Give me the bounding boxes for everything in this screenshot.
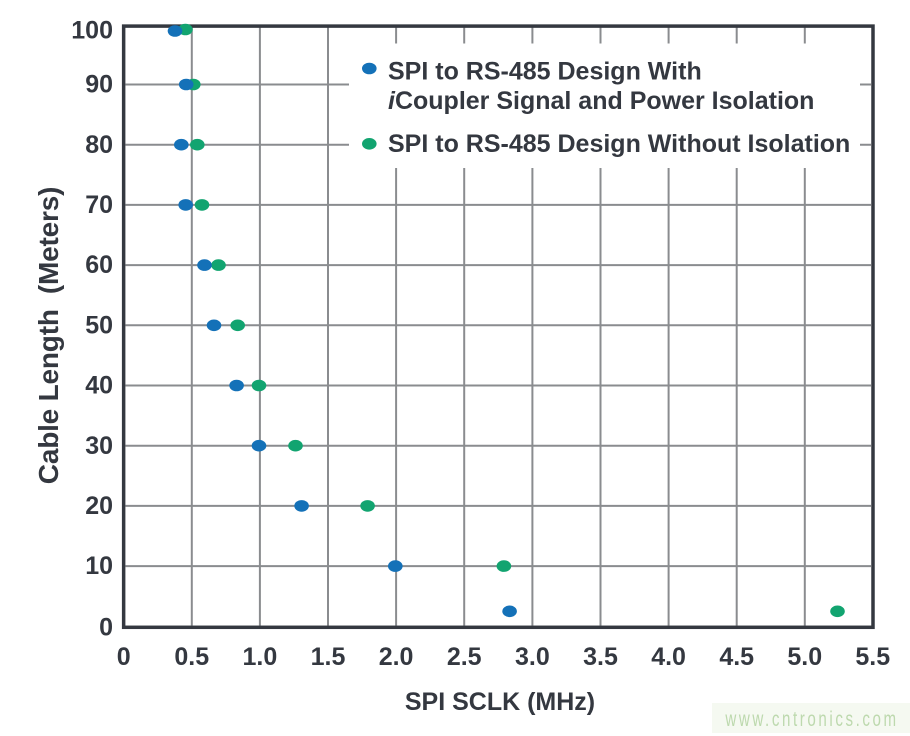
svg-text:4.5: 4.5 bbox=[719, 643, 754, 671]
svg-text:Cable Length (Meters): Cable Length (Meters) bbox=[33, 187, 64, 484]
svg-text:2.0: 2.0 bbox=[379, 643, 414, 671]
svg-text:100: 100 bbox=[71, 16, 113, 44]
svg-text:1.0: 1.0 bbox=[243, 643, 278, 671]
svg-text:70: 70 bbox=[85, 191, 113, 219]
svg-text:0: 0 bbox=[99, 614, 113, 642]
svg-text:90: 90 bbox=[85, 71, 113, 99]
svg-text:30: 30 bbox=[85, 432, 113, 460]
svg-text:www.cntronics.com: www.cntronics.com bbox=[725, 706, 899, 730]
svg-text:3.5: 3.5 bbox=[583, 643, 618, 671]
svg-text:2.5: 2.5 bbox=[447, 643, 482, 671]
svg-text:SPI SCLK (MHz): SPI SCLK (MHz) bbox=[405, 688, 595, 716]
svg-text:10: 10 bbox=[85, 552, 113, 580]
svg-text:5.0: 5.0 bbox=[787, 643, 822, 671]
svg-text:iCoupler Signal and Power Isol: iCoupler Signal and Power Isolation bbox=[388, 87, 814, 115]
svg-text:1.5: 1.5 bbox=[311, 643, 346, 671]
svg-text:20: 20 bbox=[85, 492, 113, 520]
svg-text:80: 80 bbox=[85, 131, 113, 159]
svg-text:60: 60 bbox=[85, 251, 113, 279]
svg-text:5.5: 5.5 bbox=[855, 643, 890, 671]
svg-text:50: 50 bbox=[85, 311, 113, 339]
svg-text:0.5: 0.5 bbox=[174, 643, 209, 671]
svg-text:0: 0 bbox=[117, 643, 131, 671]
svg-text:4.0: 4.0 bbox=[651, 643, 686, 671]
svg-text:3.0: 3.0 bbox=[515, 643, 550, 671]
svg-text:SPI to RS-485 Design Without I: SPI to RS-485 Design Without Isolation bbox=[388, 130, 850, 158]
svg-text:SPI to RS-485 Design With: SPI to RS-485 Design With bbox=[388, 57, 702, 85]
svg-text:40: 40 bbox=[85, 372, 113, 400]
